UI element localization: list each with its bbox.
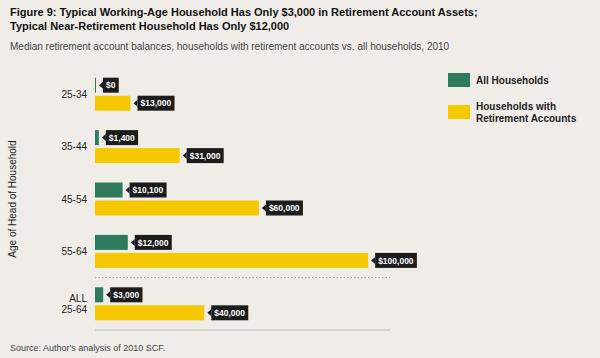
data-label-bg (110, 287, 142, 302)
data-label-pointer (106, 291, 110, 298)
data-label: $0 (99, 78, 119, 93)
data-label-bg (187, 148, 224, 163)
data-label-text: $13,000 (141, 98, 172, 108)
bar (95, 96, 131, 111)
source: Source: Author's analysis of 2010 SCF. (10, 343, 165, 353)
bar (95, 78, 96, 93)
legend-swatch (448, 73, 470, 87)
data-label-text: $10,100 (133, 185, 164, 195)
data-label: $40,000 (207, 305, 248, 320)
data-label-pointer (126, 187, 130, 194)
data-label-bg (103, 78, 119, 93)
bar (95, 287, 103, 302)
text-line: Median retirement account balances, hous… (10, 41, 450, 52)
bar (95, 130, 99, 145)
text-line: 25-64 (61, 304, 87, 315)
data-label: $60,000 (262, 201, 303, 216)
axis-label: Age of Head of Household (7, 140, 18, 257)
data-label-text: $12,000 (138, 238, 169, 248)
data-label-pointer (207, 309, 211, 316)
tick-label: 35-44 (61, 141, 87, 152)
data-label-text: $40,000 (214, 308, 245, 318)
data-label-bg (106, 130, 138, 145)
text-line: 55-64 (61, 246, 87, 257)
legend-swatch (448, 105, 470, 119)
text-line: Typical Near-Retirement Household Has On… (10, 20, 289, 32)
data-label: $3,000 (106, 287, 142, 302)
text-line: All Households (476, 75, 549, 86)
data-label-pointer (131, 239, 135, 246)
data-label-text: $3,000 (113, 290, 139, 300)
legend-entry: All Households (476, 75, 549, 86)
data-label-pointer (102, 134, 106, 141)
tick-label: 55-64 (61, 246, 87, 257)
bar (95, 235, 128, 250)
data-label: $31,000 (183, 148, 224, 163)
data-labels: $0 $13,000 $1,400 $31,000 $10,100 $60,000 $12,… (99, 78, 417, 321)
text-line: Households with (476, 101, 556, 112)
legend: All Households Households withRetirement … (448, 73, 577, 124)
data-label-text: $0 (106, 80, 116, 90)
tick-label: 25-34 (61, 89, 87, 100)
data-label: $100,000 (371, 253, 417, 268)
data-label: $10,100 (126, 183, 167, 198)
data-label-text: $60,000 (269, 203, 300, 213)
data-label-bg (138, 96, 175, 111)
data-label-bg (266, 201, 303, 216)
data-label-pointer (134, 100, 138, 107)
data-label-text: $100,000 (378, 256, 414, 266)
text-line: 45-54 (61, 194, 87, 205)
bar (95, 148, 180, 163)
x-axis-line (95, 330, 390, 331)
bar (95, 201, 259, 216)
data-label-pointer (262, 205, 266, 212)
text-line: Retirement Accounts (476, 113, 577, 124)
bar (95, 183, 123, 198)
data-label-pointer (99, 82, 103, 89)
data-label-pointer (183, 152, 187, 159)
text-line: ALL (69, 293, 87, 304)
chart: Figure 9: Typical Working-Age Household … (0, 0, 600, 358)
text-line: 35-44 (61, 141, 87, 152)
subtitle: Median retirement account balances, hous… (10, 41, 450, 52)
background (0, 0, 600, 358)
tick-label: ALL25-64 (61, 293, 87, 315)
legend-entry: Households withRetirement Accounts (476, 101, 577, 124)
bar (95, 253, 368, 268)
data-label-pointer (371, 257, 375, 264)
data-label-bg (375, 253, 417, 268)
text-line: Source: Author's analysis of 2010 SCF. (10, 343, 165, 353)
data-label-bg (135, 235, 172, 250)
separator (95, 277, 390, 278)
tick-label: 45-54 (61, 194, 87, 205)
title: Figure 9: Typical Working-Age Household … (10, 6, 478, 32)
data-label: $1,400 (102, 130, 138, 145)
data-label-text: $1,400 (109, 133, 135, 143)
text-line: Figure 9: Typical Working-Age Household … (10, 6, 478, 18)
text-line: 25-34 (61, 89, 87, 100)
data-label-text: $31,000 (190, 151, 221, 161)
bars (95, 78, 368, 321)
bar (95, 305, 204, 320)
data-label-bg (211, 305, 248, 320)
data-label: $13,000 (134, 96, 175, 111)
data-label-bg (130, 183, 167, 198)
data-label: $12,000 (131, 235, 172, 250)
